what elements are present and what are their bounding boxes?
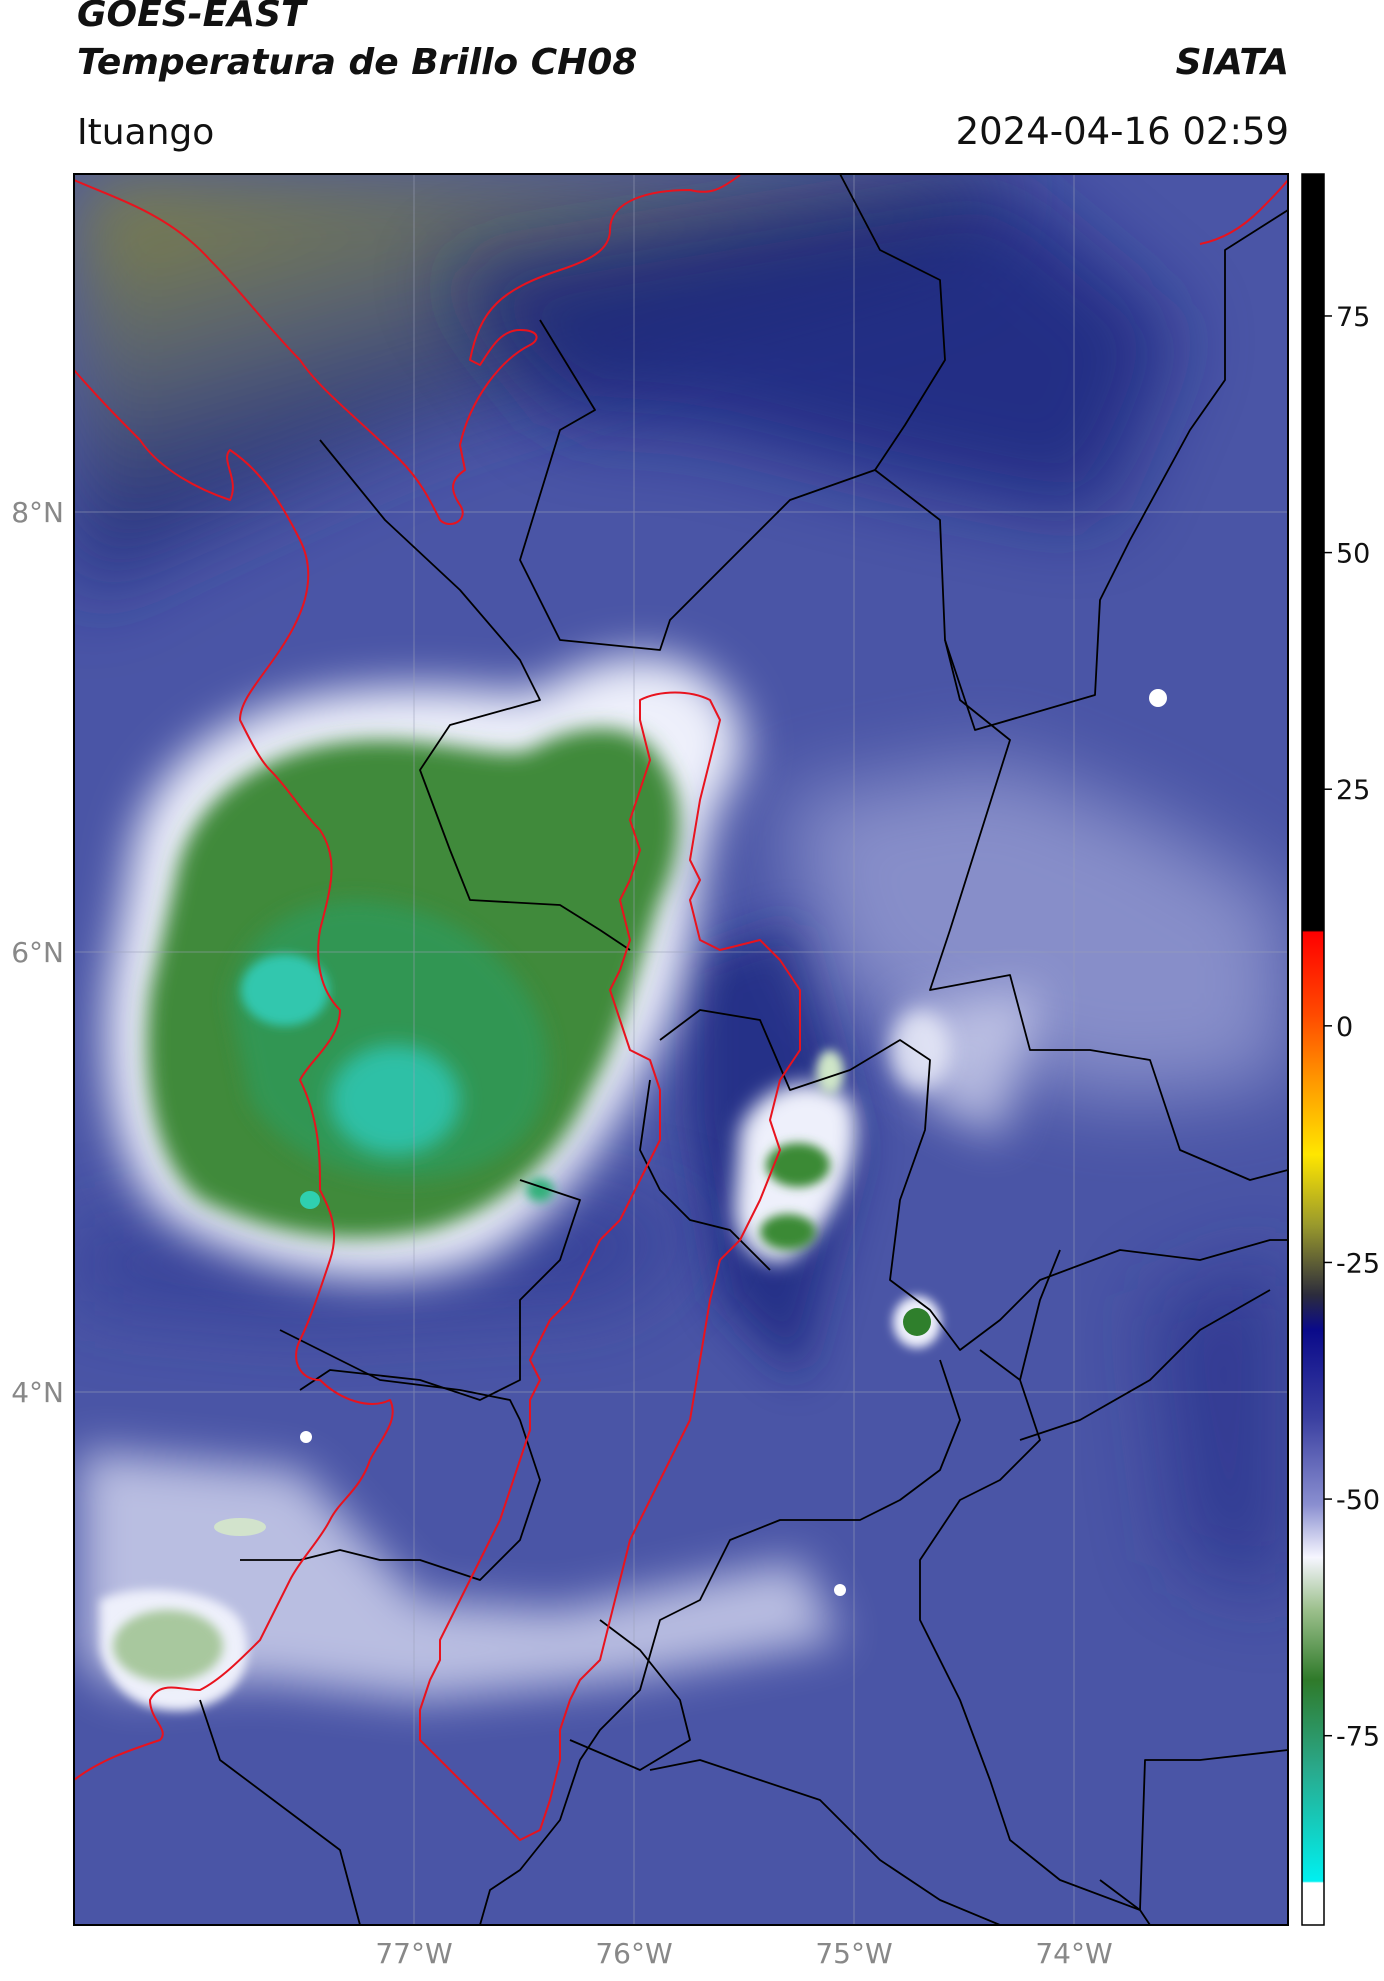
small-cell-south	[300, 1191, 320, 1209]
caribbean-coast	[74, 174, 741, 525]
central-cell-b	[760, 1214, 816, 1250]
satellite-imagery	[74, 174, 1288, 1925]
southern-anvil-band	[80, 1450, 840, 1700]
lat-tick-4: 4°N	[11, 1376, 64, 1409]
colorbar-tick-label: -75	[1336, 1722, 1380, 1753]
ituango-region-outline	[419, 691, 801, 1841]
satellite-title: GOES-EAST	[77, 0, 306, 35]
colorbar-tick-label: 25	[1336, 775, 1370, 806]
product-title: Temperatura de Brillo CH08	[77, 42, 638, 83]
isolated-cell-s	[834, 1584, 846, 1596]
border-risaralda	[639, 1079, 771, 1271]
colorbar: 75 50 25 0 -25 -50 -75	[1301, 173, 1380, 1926]
border-valle-cauca	[240, 1329, 541, 1581]
border-caldas-cundinamarca	[659, 1009, 1288, 1351]
border-huila-tolima	[479, 1359, 961, 1925]
map-frame	[73, 173, 1289, 1926]
central-cell-a	[766, 1143, 830, 1187]
lat-tick-6: 6°N	[11, 936, 64, 969]
lon-tick-labels: 77°W 76°W 75°W 74°W	[375, 1937, 1112, 1970]
location-label: Ituango	[77, 112, 215, 153]
border-guaviare	[1099, 1879, 1151, 1925]
border-north-east	[839, 174, 1288, 731]
central-cell-c	[816, 1050, 844, 1094]
border-meta	[919, 1349, 1288, 1911]
border-boyaca	[929, 639, 1288, 1181]
lon-tick-77: 77°W	[375, 1937, 452, 1970]
overshooting-top-center	[330, 1045, 460, 1155]
border-cauca-huila	[569, 1619, 691, 1771]
border-casanare	[1019, 1289, 1271, 1441]
isolated-cell-ne	[1149, 689, 1167, 707]
lon-tick-74: 74°W	[1035, 1937, 1112, 1970]
colorbar-gradient	[1301, 173, 1325, 1926]
border-choco-antioquia	[319, 439, 631, 951]
sw-small-cloud	[214, 1518, 266, 1536]
lon-tick-76: 76°W	[595, 1937, 672, 1970]
lat-tick-labels: 8°N 6°N 4°N	[11, 496, 64, 1409]
lake-maracaibo-coast	[1199, 179, 1288, 245]
coastline	[74, 174, 1288, 1841]
timestamp-label: 2024-04-16 02:59	[955, 110, 1289, 153]
sw-cluster-core	[113, 1610, 223, 1682]
colorbar-tick-label: -25	[1336, 1248, 1380, 1279]
lat-tick-8: 8°N	[11, 496, 64, 529]
department-borders	[199, 174, 1288, 1925]
colorbar-tick-label: 0	[1336, 1012, 1353, 1043]
border-bogota	[1019, 1249, 1061, 1381]
dark-band-north	[440, 180, 1180, 520]
colorbar-tick-label: -50	[1336, 1485, 1380, 1516]
lon-tick-75: 75°W	[815, 1937, 892, 1970]
southeast-cell	[903, 1308, 931, 1336]
colorbar-ticks: 75 50 25 0 -25 -50 -75	[1324, 302, 1380, 1753]
colorbar-tick-label: 75	[1336, 302, 1370, 333]
isolated-cell-sw	[300, 1431, 312, 1443]
overshooting-top-west	[241, 954, 329, 1026]
colorbar-tick-label: 50	[1336, 539, 1370, 570]
border-antioquia-north	[519, 319, 876, 651]
eastern-bright-cell	[890, 1010, 950, 1090]
dark-band-east	[1150, 1250, 1288, 1600]
border-narino	[199, 1699, 361, 1925]
pacific-coast	[74, 369, 394, 1781]
organization-label: SIATA	[1175, 42, 1289, 83]
border-valle-north	[299, 1179, 581, 1401]
border-caqueta	[649, 1759, 1001, 1925]
